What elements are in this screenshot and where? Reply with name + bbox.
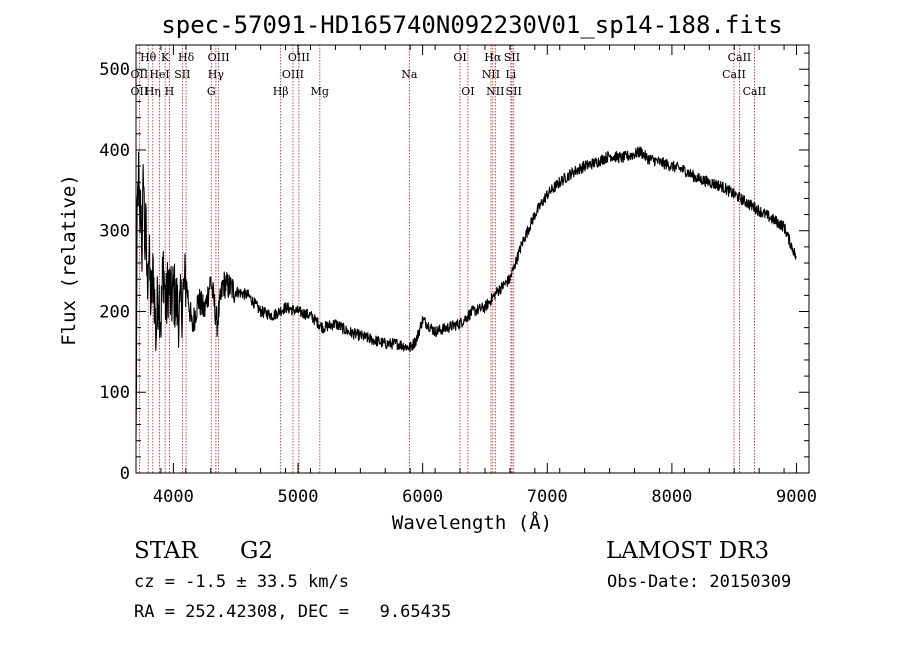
line-mark-label: OIII: [282, 68, 304, 81]
coordinates: RA = 252.42308, DEC = 9.65435: [134, 602, 452, 622]
x-tick-label: 6000: [402, 487, 443, 507]
line-mark-label: OI: [453, 51, 466, 64]
x-axis-label: Wavelength (Å): [392, 511, 552, 534]
line-mark-label: HeI: [149, 68, 169, 81]
obs-date: Obs-Date: 20150309: [607, 572, 792, 592]
y-tick-label: 500: [99, 60, 130, 80]
line-mark-label: Hα: [484, 51, 502, 64]
line-mark-label: NII: [486, 85, 504, 98]
line-mark-label: OII: [131, 85, 149, 98]
x-tick-label: 7000: [527, 487, 568, 507]
line-mark-label: Li: [505, 68, 516, 81]
axis-ticks-layer: 4000 5000 6000 7000 8000 9000 0 100 200 300 400 500: [99, 45, 817, 507]
line-mark-label: Hη: [145, 85, 161, 98]
line-mark-label: SII: [506, 85, 522, 98]
y-tick-label: 300: [99, 222, 130, 242]
y-tick-label: 200: [99, 302, 130, 322]
object-subclass: G2: [240, 538, 274, 564]
line-mark-label: NII: [482, 68, 500, 81]
object-class: STAR: [134, 538, 198, 564]
line-mark-label: Mg: [311, 85, 329, 98]
line-mark-label: Hβ: [273, 85, 289, 98]
y-tick-label: 400: [99, 141, 130, 161]
x-tick-label: 9000: [776, 487, 817, 507]
survey-name: LAMOST DR3: [606, 538, 770, 564]
line-mark-label: OI: [461, 85, 474, 98]
x-tick-label: 8000: [651, 487, 692, 507]
line-mark-label: OII: [131, 68, 149, 81]
line-mark-label: CaII: [743, 85, 767, 98]
line-mark-label: CaII: [728, 51, 752, 64]
spectrum-line: [135, 146, 797, 438]
x-tick-label: 4000: [153, 487, 194, 507]
chart-title: spec-57091-HD165740N092230V01_sp14-188.f…: [161, 11, 782, 39]
redshift-readout: cz = -1.5 ± 33.5 km/s: [134, 572, 349, 592]
line-mark-label: H: [165, 85, 175, 98]
line-mark-label: SII: [174, 68, 190, 81]
line-mark-label: K: [161, 51, 170, 64]
plot-frame: [135, 44, 810, 474]
line-mark-label: CaII: [722, 68, 746, 81]
y-tick-label: 0: [120, 464, 130, 484]
x-tick-label: 5000: [278, 487, 319, 507]
y-tick-label: 100: [99, 383, 130, 403]
line-mark-label: Hθ: [140, 51, 157, 64]
line-mark-label: Hγ: [208, 68, 225, 81]
line-mark-label: SII: [504, 51, 520, 64]
y-axis-label: Flux (relative): [58, 174, 80, 346]
line-mark-label: Na: [401, 68, 418, 81]
line-mark-label: OIII: [288, 51, 310, 64]
line-mark-label: G: [207, 85, 216, 98]
line-mark-label: Hδ: [178, 51, 195, 64]
line-mark-label: OIII: [208, 51, 230, 64]
